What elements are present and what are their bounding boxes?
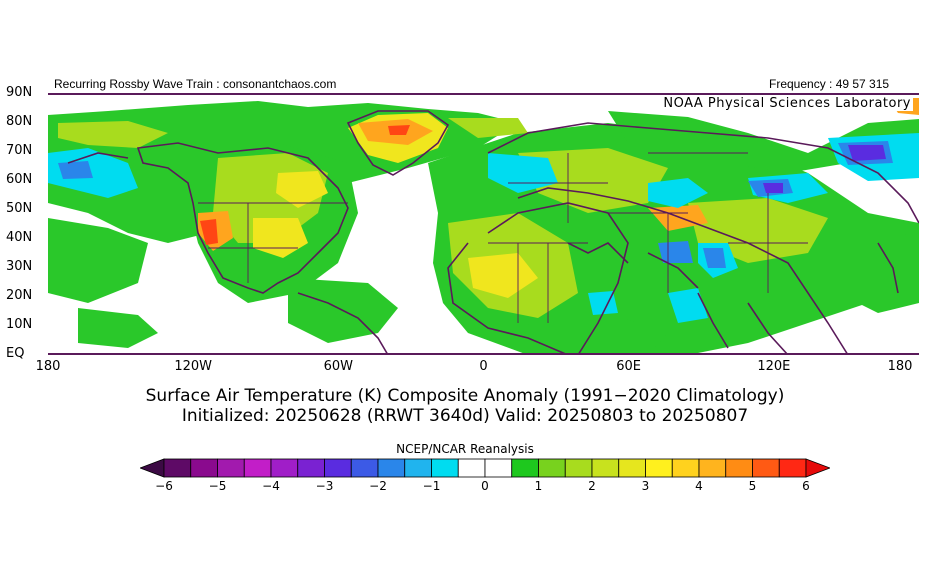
header-left-text: Recurring Rossby Wave Train : consonantc… bbox=[54, 77, 337, 91]
scale-swatch bbox=[217, 458, 245, 478]
latitude-label: 70N bbox=[6, 143, 33, 158]
scale-swatch bbox=[297, 458, 325, 478]
scale-swatch bbox=[725, 458, 753, 478]
latitude-label: 30N bbox=[6, 259, 33, 274]
longitude-label: 180 bbox=[35, 359, 61, 374]
scale-tick-label: 4 bbox=[695, 479, 703, 493]
data-source-label: NCEP/NCAR Reanalysis bbox=[396, 442, 534, 456]
scale-swatch bbox=[618, 458, 646, 478]
latitude-label: 40N bbox=[6, 230, 33, 245]
scale-swatch bbox=[484, 458, 513, 478]
latitude-label: EQ bbox=[6, 346, 25, 361]
extreme-anomaly-fill bbox=[200, 125, 410, 245]
scale-tick-label: −2 bbox=[369, 479, 387, 493]
scale-swatch bbox=[163, 458, 192, 478]
map-credit: NOAA Physical Sciences Laboratory bbox=[661, 96, 913, 111]
scale-swatch bbox=[457, 458, 486, 478]
anomaly-map-canvas bbox=[48, 98, 919, 355]
longitude-label: 60W bbox=[323, 359, 354, 374]
longitude-label: 60E bbox=[616, 359, 642, 374]
scale-tick-label: 2 bbox=[588, 479, 596, 493]
header-right-text: Frequency : 49 57 315 bbox=[769, 77, 890, 91]
scale-tick-label: −3 bbox=[315, 479, 334, 493]
scale-tick-label: 0 bbox=[481, 479, 489, 493]
color-scale-bar bbox=[140, 458, 830, 478]
scale-swatch bbox=[645, 458, 673, 478]
longitude-label: 120E bbox=[757, 359, 791, 374]
latitude-label: 50N bbox=[6, 201, 33, 216]
latitude-label: 10N bbox=[6, 317, 33, 332]
scale-tick-label: 1 bbox=[534, 479, 543, 493]
scale-swatch bbox=[243, 458, 272, 478]
latitude-label: 20N bbox=[6, 288, 33, 303]
scale-tick-label: −5 bbox=[208, 479, 227, 493]
scale-swatch bbox=[190, 458, 218, 478]
latitude-label: 60N bbox=[6, 172, 33, 187]
scale-swatch bbox=[778, 458, 807, 478]
scale-swatch bbox=[511, 458, 539, 478]
scale-swatch bbox=[538, 458, 566, 478]
scale-tick-label: 3 bbox=[641, 479, 650, 493]
color-scale-ticks: −6 −5 −4 −3 −2 −1 0 1 2 3 4 5 6 bbox=[140, 479, 830, 497]
map-title-line-1: Surface Air Temperature (K) Composite An… bbox=[145, 386, 785, 406]
scale-swatch bbox=[324, 458, 352, 478]
scale-high-arrow bbox=[805, 458, 830, 478]
scale-swatch bbox=[671, 458, 700, 478]
latitude-label: 80N bbox=[6, 114, 33, 129]
scale-tick-label: −1 bbox=[422, 479, 441, 493]
scale-swatch bbox=[564, 458, 593, 478]
anomaly-map: NOAA Physical Sciences Laboratory bbox=[48, 93, 919, 355]
scale-tick-label: −4 bbox=[262, 479, 280, 493]
scale-tick-label: 5 bbox=[748, 479, 757, 493]
scale-swatch bbox=[591, 458, 620, 478]
longitude-label: 120W bbox=[174, 359, 212, 374]
coastlines bbox=[67, 110, 919, 355]
map-title-line-2: Initialized: 20250628 (RRWT 3640d) Valid… bbox=[181, 406, 749, 426]
scale-swatch bbox=[270, 458, 299, 478]
scale-swatch bbox=[752, 458, 780, 478]
scale-tick-label: 6 bbox=[802, 479, 810, 493]
very-cold-anomaly-fill bbox=[763, 145, 886, 193]
scale-swatch bbox=[350, 458, 379, 478]
political-borders bbox=[198, 152, 808, 323]
longitude-label: 180 bbox=[887, 359, 913, 374]
latitude-label: 90N bbox=[6, 85, 33, 100]
scale-swatch bbox=[431, 458, 459, 478]
longitude-label: 0 bbox=[479, 359, 488, 374]
scale-low-arrow bbox=[140, 458, 165, 478]
scale-swatch bbox=[404, 458, 432, 478]
scale-swatch bbox=[377, 458, 406, 478]
scale-tick-label: −6 bbox=[155, 479, 173, 493]
scale-swatch bbox=[698, 458, 727, 478]
